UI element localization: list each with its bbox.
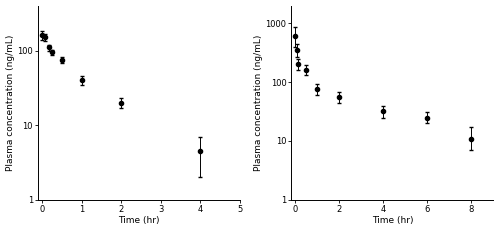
- X-axis label: Time (hr): Time (hr): [118, 216, 160, 225]
- X-axis label: Time (hr): Time (hr): [372, 216, 413, 225]
- Y-axis label: Plasma concentration (ng/mL): Plasma concentration (ng/mL): [5, 34, 14, 171]
- Y-axis label: Plasma concentration (ng/mL): Plasma concentration (ng/mL): [254, 34, 263, 171]
